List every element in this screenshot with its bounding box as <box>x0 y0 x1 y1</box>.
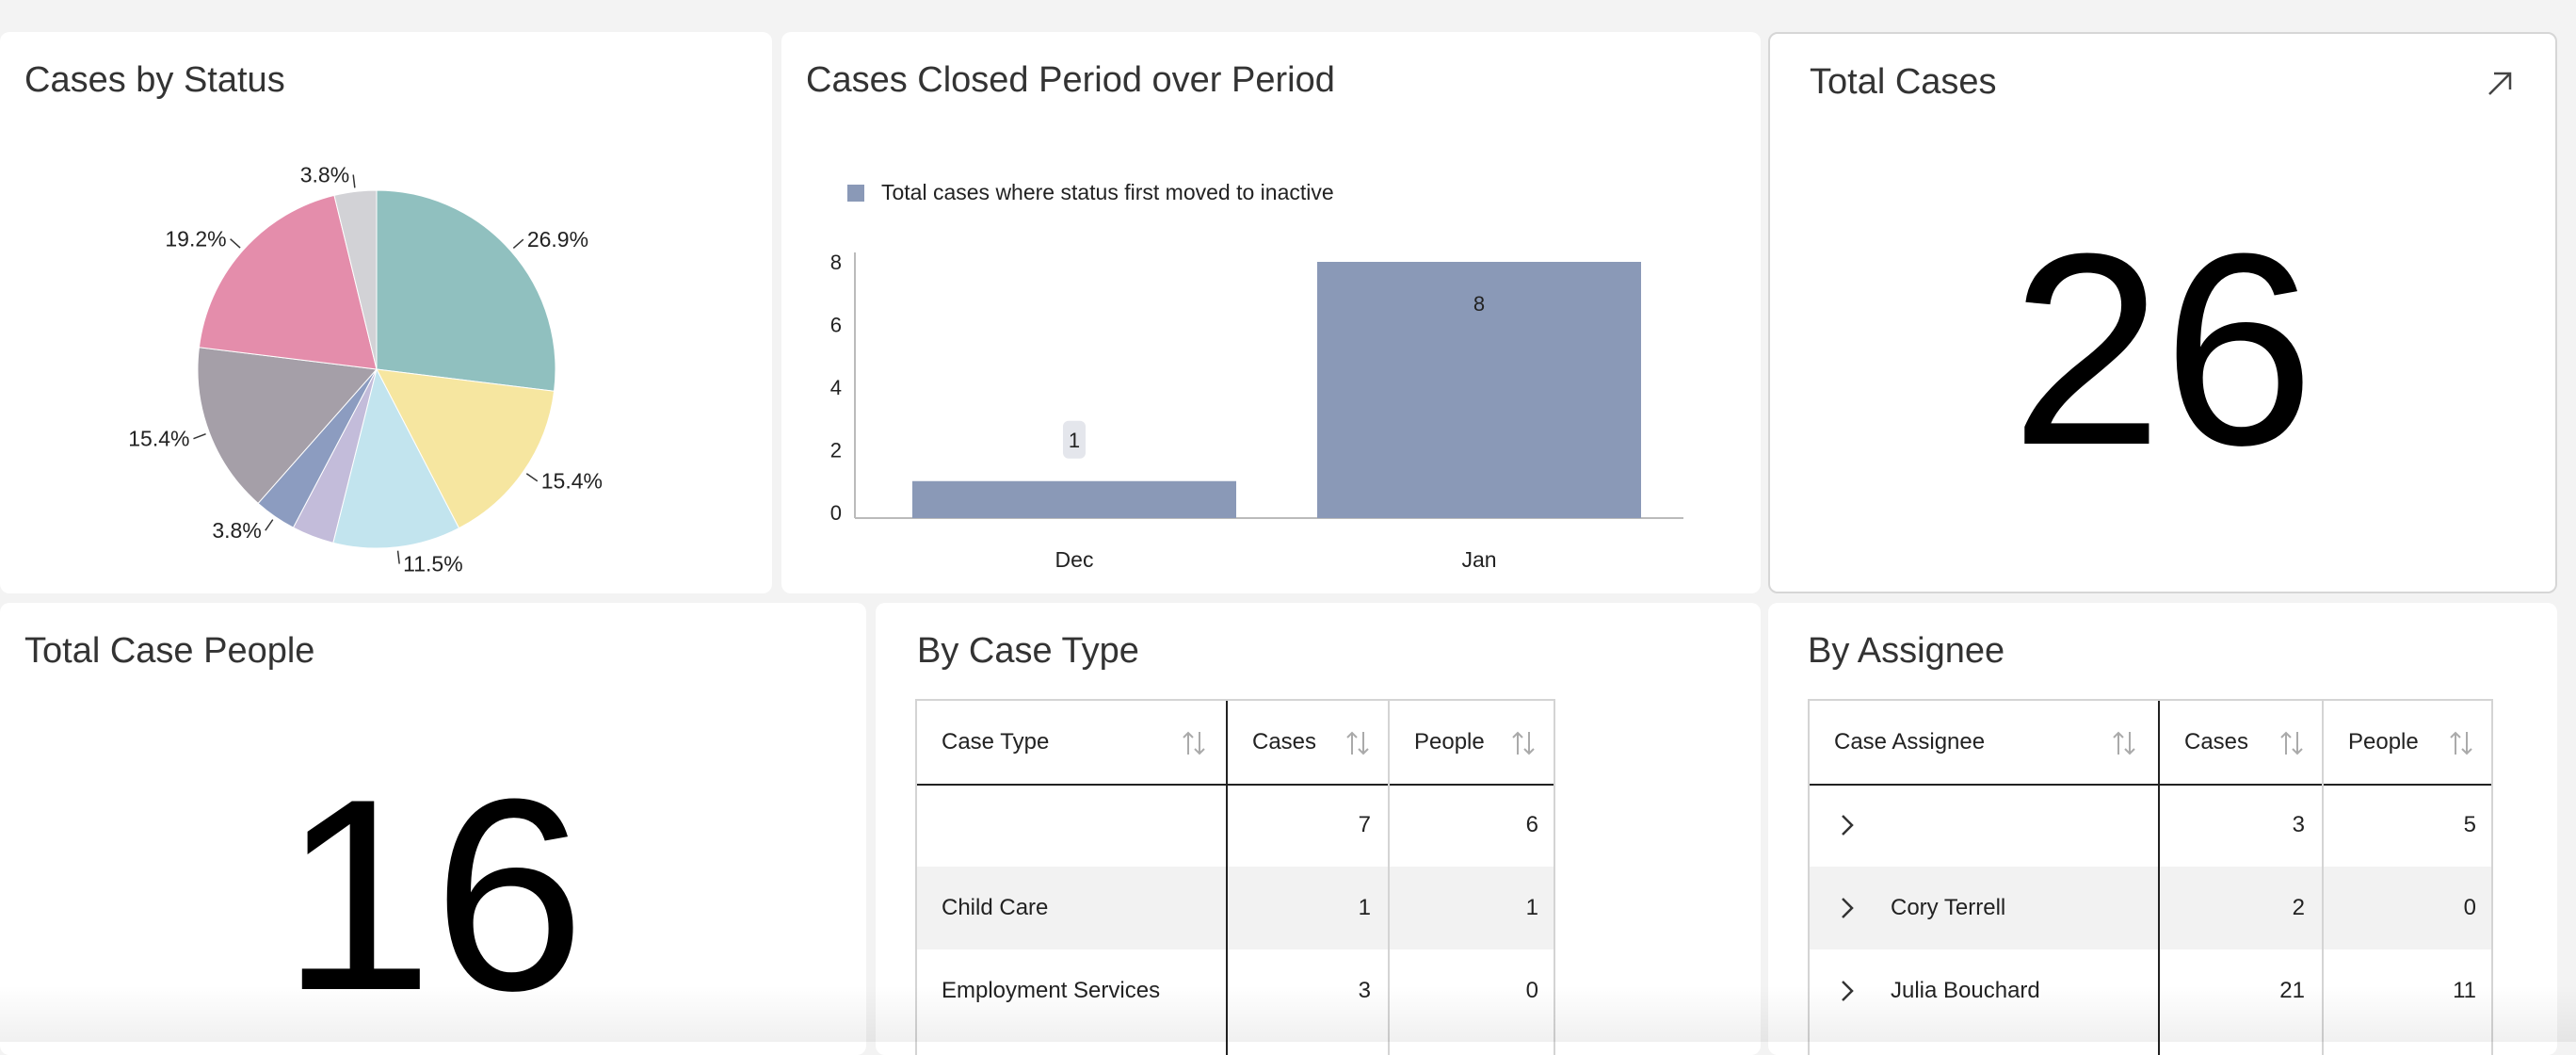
assignee-table: Case Assignee Cases People 3 5 <box>1808 699 2493 1055</box>
pie-label-leader <box>525 473 539 482</box>
bar[interactable] <box>912 480 1236 518</box>
people-cell: 1 <box>1525 895 1538 920</box>
chevron-right-icon[interactable] <box>1838 895 1857 921</box>
pie-label-leader <box>396 550 400 564</box>
data-label-background <box>1063 420 1086 459</box>
assignee-cell: Cory Terrell <box>1891 895 2006 920</box>
column-header-people[interactable]: People <box>1414 729 1485 755</box>
pie-label-leader <box>352 174 356 188</box>
people-cell: 11 <box>2453 978 2476 1003</box>
case-type-cell: Child Care <box>942 895 1049 920</box>
cases-by-status-card: Cases by Status 26.9% 15.4% 11.5% 3.8% 15.4%… <box>0 32 772 593</box>
cases-cell: 2 <box>2292 895 2305 920</box>
pie-data-label: 15.4% <box>128 427 189 451</box>
legend-swatch <box>847 185 864 202</box>
column-header-people[interactable]: People <box>2348 729 2419 755</box>
pie-label-leader <box>265 519 274 531</box>
pie-slice[interactable] <box>376 368 555 529</box>
total-people-value: 16 <box>281 742 586 1047</box>
by-case-type-card: By Case Type Case Type Cases People 7 6 … <box>876 603 1761 1055</box>
column-header-cases[interactable]: Cases <box>2184 729 2249 755</box>
total-cases-value: 26 <box>2010 197 2315 502</box>
pie-label-leader <box>230 238 241 249</box>
sort-icon[interactable] <box>1510 729 1537 757</box>
sort-icon[interactable] <box>2448 729 2474 757</box>
pie-slice[interactable] <box>376 189 556 392</box>
card-title: Total Case People <box>24 631 315 671</box>
sort-icon[interactable] <box>1181 729 1207 757</box>
card-title: By Case Type <box>917 631 1139 671</box>
cases-cell: 1 <box>1358 895 1371 920</box>
bar-data-label: 8 <box>1473 292 1485 316</box>
card-title: Cases Closed Period over Period <box>806 60 1335 100</box>
table-row[interactable]: 7 6 <box>917 784 1554 867</box>
cases-closed-card: Cases Closed Period over Period Total ca… <box>781 32 1761 593</box>
pie-data-label: 26.9% <box>527 227 588 252</box>
people-cell: 0 <box>2463 895 2476 920</box>
total-cases-card[interactable]: Total Cases 26 <box>1768 32 2557 593</box>
case-type-cell: Employment Services <box>942 978 1161 1003</box>
column-divider <box>1226 701 1228 1055</box>
sort-icon[interactable] <box>2278 729 2305 757</box>
column-divider <box>1388 701 1390 1055</box>
chevron-right-icon[interactable] <box>1838 812 1857 838</box>
chevron-right-icon[interactable] <box>1838 978 1857 1004</box>
table-row[interactable]: Child Care 1 1 <box>917 867 1554 950</box>
table-row[interactable]: Julia Bouchard 21 11 <box>1810 950 2491 1032</box>
column-divider <box>2322 701 2324 1055</box>
pie-slice[interactable] <box>333 189 378 370</box>
cases-cell: 7 <box>1358 812 1371 837</box>
assignee-cell: Julia Bouchard <box>1891 978 2040 1003</box>
people-cell: 5 <box>2463 812 2476 837</box>
pie-slice[interactable] <box>332 367 460 549</box>
y-tick-label: 2 <box>830 439 842 463</box>
column-divider <box>2158 701 2160 1055</box>
card-title: Cases by Status <box>24 60 285 100</box>
pie-data-label: 3.8% <box>300 162 349 187</box>
case-type-table: Case Type Cases People 7 6 Child Care 1 … <box>915 699 1555 1055</box>
table-row[interactable]: Cory Terrell 2 0 <box>1810 867 2491 950</box>
cases-cell: 21 <box>2279 978 2305 1003</box>
table-row[interactable]: 3 5 <box>1810 784 2491 867</box>
cases-cell: 3 <box>2292 812 2305 837</box>
x-tick-label: Dec <box>1055 547 1094 572</box>
cases-cell: 3 <box>1358 978 1371 1003</box>
table-header-row: Case Type Cases People <box>917 701 1554 786</box>
pie-data-label: 19.2% <box>165 227 226 252</box>
pie-label-leader <box>193 433 206 440</box>
expand-arrow-icon[interactable] <box>2484 68 2516 100</box>
status-pie-chart: 26.9% 15.4% 11.5% 3.8% 15.4% 19.2% 3.8% <box>128 162 603 576</box>
pie-data-label: 15.4% <box>541 469 603 494</box>
y-tick-label: 4 <box>830 376 842 399</box>
y-tick-label: 6 <box>830 314 842 337</box>
y-tick-label: 8 <box>830 251 842 274</box>
pie-slice[interactable] <box>198 194 378 370</box>
column-header-case-type[interactable]: Case Type <box>942 729 1050 755</box>
legend-label: Total cases where status first moved to … <box>881 180 1334 204</box>
sort-icon[interactable] <box>1344 729 1371 757</box>
total-case-people-card: Total Case People 16 <box>0 603 866 1055</box>
card-title: By Assignee <box>1808 631 2005 671</box>
bar-data-label: 1 <box>1069 429 1080 452</box>
column-header-case-assignee[interactable]: Case Assignee <box>1834 729 1986 755</box>
assignee-cell <box>1866 784 2160 867</box>
pie-data-label: 11.5% <box>403 552 463 576</box>
pie-slice[interactable] <box>197 347 378 505</box>
x-tick-label: Jan <box>1461 547 1496 572</box>
by-assignee-card: By Assignee Case Assignee Cases People 3… <box>1768 603 2557 1055</box>
table-header-row: Case Assignee Cases People <box>1810 701 2491 786</box>
column-header-cases[interactable]: Cases <box>1252 729 1317 755</box>
people-cell: 0 <box>1525 978 1538 1003</box>
people-cell: 6 <box>1525 812 1538 837</box>
pie-label-leader <box>512 238 524 250</box>
pie-data-label: 3.8% <box>212 518 261 543</box>
case-type-cell <box>917 784 1228 867</box>
y-tick-label: 0 <box>830 501 842 525</box>
cases-closed-bar-chart: Total cases where status first moved to … <box>830 180 1683 572</box>
table-row[interactable]: Employment Services 3 0 <box>917 950 1554 1032</box>
bar[interactable] <box>1317 262 1641 518</box>
card-title: Total Cases <box>1810 62 1997 102</box>
sort-icon[interactable] <box>2111 729 2137 757</box>
